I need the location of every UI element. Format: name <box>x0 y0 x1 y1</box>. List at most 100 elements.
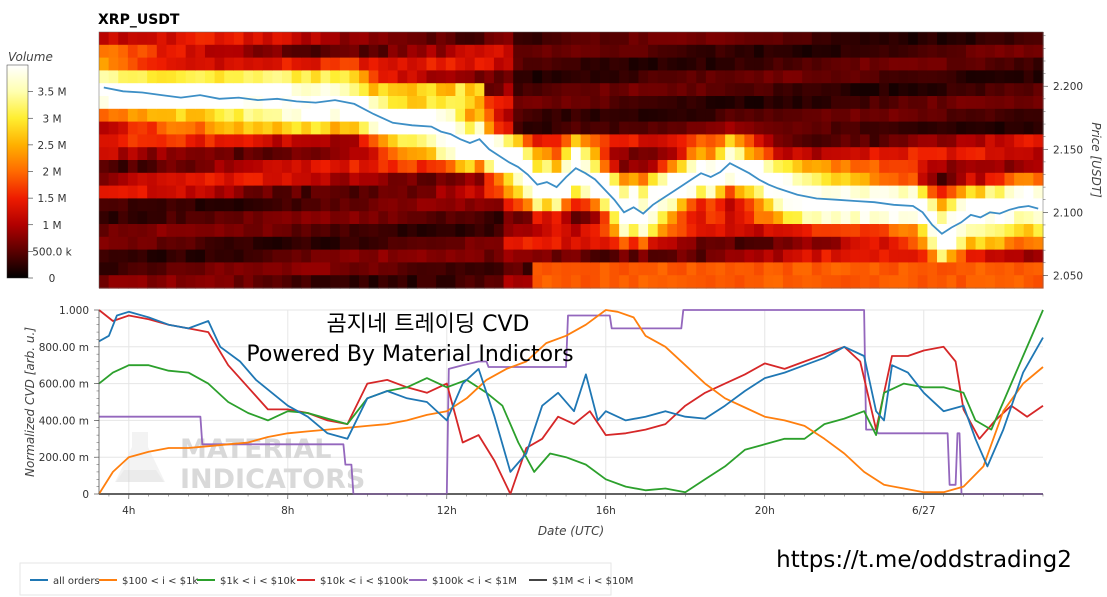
heatmap-cell <box>696 70 707 84</box>
heatmap-cell <box>282 160 293 174</box>
heatmap-cell <box>917 224 929 238</box>
heatmap-cell <box>648 70 659 84</box>
heatmap-cell <box>272 160 283 174</box>
heatmap-cell <box>619 32 630 46</box>
heatmap-cell <box>580 108 591 123</box>
heatmap-cell <box>879 108 890 123</box>
heatmap-cell <box>744 275 755 289</box>
heatmap-cell <box>696 224 707 238</box>
heatmap-cell <box>493 134 505 148</box>
heatmap-cell <box>426 70 437 84</box>
heatmap-cell <box>532 211 543 225</box>
cvd-x-tick-label: 6/27 <box>912 505 936 517</box>
heatmap-cell <box>782 198 794 212</box>
heatmap-cell <box>734 262 745 276</box>
heatmap-cell <box>1023 249 1034 263</box>
heatmap-cell <box>715 275 726 289</box>
heatmap-cell <box>253 236 264 251</box>
heatmap-cell <box>715 70 726 84</box>
heatmap-cell <box>368 44 379 59</box>
heatmap-cell <box>137 211 148 225</box>
heatmap-cell <box>946 108 957 123</box>
heatmap-cell <box>195 172 206 187</box>
heatmap-cell <box>397 262 408 276</box>
heatmap-cell <box>147 32 158 46</box>
heatmap-cell <box>282 211 293 225</box>
heatmap-cell <box>580 198 591 212</box>
heatmap-cell <box>204 262 216 276</box>
heatmap-cell <box>1004 211 1015 225</box>
heatmap-cell <box>542 44 553 59</box>
heatmap-cell <box>484 32 495 46</box>
heatmap-cell <box>1023 262 1034 276</box>
heatmap-cell <box>310 198 322 212</box>
heatmap-cell <box>484 198 495 212</box>
heatmap-cell <box>840 147 851 161</box>
heatmap-cell <box>619 275 630 289</box>
heatmap-cell <box>1033 275 1044 289</box>
heatmap-cell <box>127 96 139 110</box>
heatmap-cell <box>628 262 640 276</box>
heatmap-cell <box>368 160 379 174</box>
heatmap-cell <box>946 172 957 187</box>
heatmap-cell <box>869 211 880 225</box>
heatmap-cell <box>696 134 707 148</box>
heatmap-cell <box>821 262 832 276</box>
heatmap-cell <box>243 57 254 71</box>
heatmap-cell <box>156 211 168 225</box>
heatmap-cell <box>474 262 485 276</box>
heatmap-cell <box>696 96 707 110</box>
heatmap-cell <box>715 96 726 110</box>
heatmap-cell <box>214 198 225 212</box>
heatmap-cell <box>262 57 273 71</box>
heatmap-cell <box>937 185 948 199</box>
heatmap-cell <box>754 32 765 46</box>
heatmap-cell <box>696 211 707 225</box>
heatmap-cell <box>368 275 379 289</box>
heatmap-cell <box>339 57 351 71</box>
heatmap-cell <box>233 96 245 110</box>
heatmap-cell <box>638 224 649 238</box>
heatmap-cell <box>975 185 986 199</box>
heatmap-cell <box>542 198 553 212</box>
heatmap-cell <box>349 160 360 174</box>
heatmap-cell <box>397 57 408 71</box>
heatmap-cell <box>108 224 119 238</box>
heatmap-cell <box>156 224 168 238</box>
heatmap-cell <box>214 83 225 97</box>
heatmap-cell <box>917 275 929 289</box>
heatmap-cell <box>734 275 745 289</box>
heatmap-cell <box>811 185 823 199</box>
heatmap-cell <box>214 275 225 289</box>
cvd-y-tick-label: 200.00 m <box>39 452 89 464</box>
heatmap-cell <box>262 275 273 289</box>
heatmap-cell <box>1033 172 1044 187</box>
heatmap-cell <box>522 83 534 97</box>
heatmap-cell <box>657 44 668 59</box>
heatmap-cell <box>301 172 312 187</box>
telegram-link[interactable]: https://t.me/oddstrading2 <box>776 547 1072 573</box>
heatmap-cell <box>754 83 765 97</box>
heatmap-cell <box>426 147 437 161</box>
heatmap-cell <box>272 32 283 46</box>
heatmap-cell <box>908 96 919 110</box>
heatmap-cell <box>628 275 640 289</box>
heatmap-cell <box>725 57 736 71</box>
heatmap-cell <box>108 121 119 135</box>
heatmap-cell <box>840 134 851 148</box>
heatmap-cell <box>291 83 302 97</box>
heatmap-cell <box>599 249 611 263</box>
heatmap-cell <box>571 32 582 46</box>
heatmap-cell <box>571 224 582 238</box>
heatmap-cell <box>445 83 457 97</box>
heatmap-cell <box>1004 262 1015 276</box>
heatmap-cell <box>310 236 322 251</box>
heatmap-cell <box>339 32 351 46</box>
heatmap-cell <box>243 134 254 148</box>
heatmap-cell <box>937 83 948 97</box>
heatmap-cell <box>378 198 389 212</box>
heatmap-cell <box>985 275 996 289</box>
colorbar-tick-label: 1.5 M <box>37 193 66 205</box>
heatmap-cell <box>310 44 322 59</box>
heatmap-cell <box>195 160 206 174</box>
